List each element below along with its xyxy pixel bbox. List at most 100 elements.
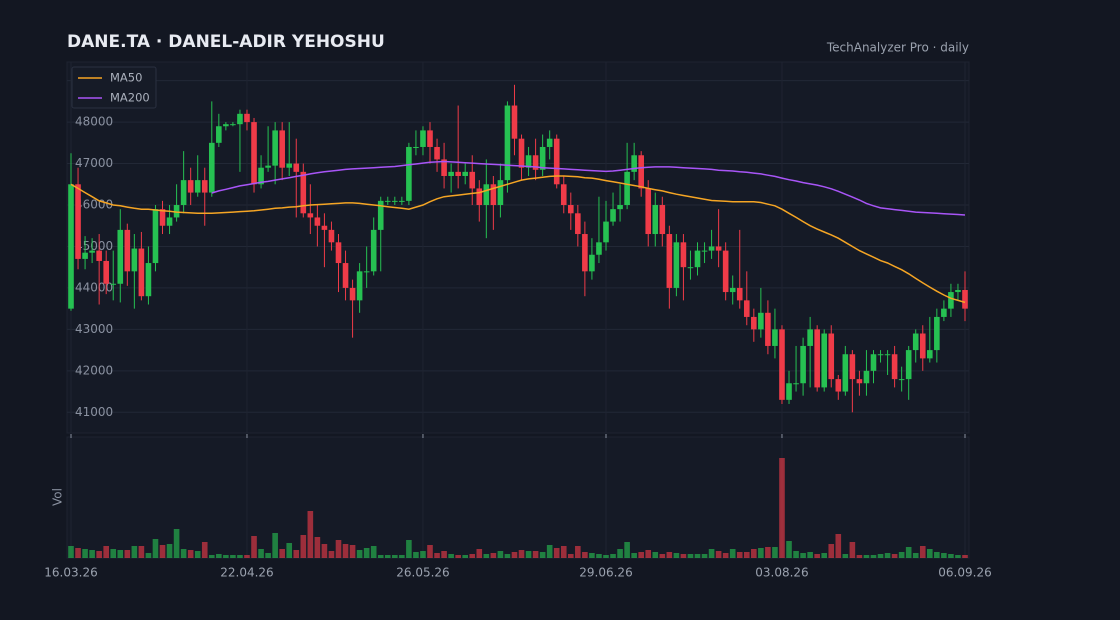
volume-bar: [835, 534, 842, 558]
volume-bar: [842, 554, 849, 558]
volume-bar: [708, 549, 715, 558]
legend-label: MA50: [110, 71, 142, 85]
volume-panel: [66, 436, 970, 559]
volume-bar: [82, 549, 88, 558]
volume-bar: [307, 511, 314, 558]
volume-bar: [455, 555, 461, 558]
candle-body: [589, 254, 595, 272]
volume-bar: [624, 542, 630, 558]
candle-body: [687, 267, 694, 269]
volume-bar: [265, 553, 271, 558]
ma-line: [211, 160, 966, 216]
volume-bar: [518, 550, 525, 558]
chart-subtitle: TechAnalyzer Pro · daily: [826, 41, 969, 55]
volume-bar: [68, 546, 74, 558]
volume-bar: [666, 552, 673, 558]
candle-body: [490, 184, 497, 206]
volume-bar: [110, 549, 117, 558]
y-tick-label: 45000: [75, 239, 113, 253]
candle-body: [469, 171, 476, 189]
candle-body: [504, 105, 511, 181]
candle-body: [208, 142, 215, 193]
volume-bar: [863, 555, 870, 558]
volume-bar: [694, 554, 701, 558]
candle-body: [166, 217, 173, 226]
volume-bar: [75, 548, 81, 558]
candle-body: [244, 113, 250, 123]
volume-bar: [800, 553, 806, 558]
candle-body: [103, 260, 109, 284]
candle-body: [955, 289, 961, 293]
candle-body: [912, 333, 919, 351]
candle-body: [223, 124, 229, 127]
volume-bar: [645, 550, 652, 558]
candle-body: [363, 271, 370, 273]
volume-bar: [779, 458, 785, 558]
candle-body: [145, 263, 152, 297]
candle-body: [511, 105, 518, 139]
volume-bar: [919, 546, 926, 558]
volume-bar: [335, 540, 342, 558]
candle-body: [765, 312, 771, 346]
volume-bar: [392, 555, 398, 558]
candle-body: [399, 200, 405, 202]
volume-bar: [673, 553, 680, 558]
volume-bar: [934, 552, 940, 558]
candle-body: [631, 155, 637, 172]
volume-bar: [377, 555, 384, 558]
candle-body: [779, 329, 785, 400]
candle-body: [272, 130, 278, 166]
volume-bar: [251, 536, 257, 558]
volume-bar: [532, 551, 539, 558]
candle-body: [201, 180, 208, 193]
candle-body: [124, 229, 131, 272]
volume-bar: [659, 554, 666, 558]
ma-lines: [70, 160, 966, 304]
candle-body: [328, 229, 335, 243]
candle-body: [736, 287, 743, 301]
candle-body: [743, 300, 750, 317]
candle-body: [216, 126, 222, 143]
candle-body: [314, 217, 321, 226]
candle-body: [96, 250, 102, 261]
volume-bar: [765, 547, 771, 558]
volume-bar: [370, 546, 377, 558]
candle-body: [567, 205, 574, 214]
candle-body: [377, 200, 384, 230]
candle-body: [905, 350, 912, 380]
volume-bar: [729, 549, 736, 558]
volume-bar: [617, 549, 623, 558]
candle-body: [483, 184, 490, 206]
candle-body: [448, 171, 454, 176]
volume-bar: [567, 554, 574, 558]
candle-body: [413, 146, 419, 148]
volume-bar: [427, 545, 433, 558]
volume-bar: [89, 550, 95, 558]
volume-bar: [511, 552, 518, 558]
candle-body: [821, 333, 828, 388]
chart-title: DANE.TA · DANEL-ADIR YEHOSHU: [67, 32, 385, 52]
candle-body: [751, 316, 757, 330]
candle-body: [384, 200, 391, 202]
volume-bar: [560, 546, 567, 558]
volume-bar: [546, 545, 553, 558]
y-tick-label: 42000: [75, 363, 113, 377]
volume-bar: [504, 554, 511, 558]
volume-bar: [96, 551, 102, 558]
volume-bar: [476, 549, 483, 558]
volume-bar: [828, 544, 835, 558]
volume-bar: [384, 555, 391, 558]
candle-body: [349, 287, 356, 301]
candle-body: [891, 354, 898, 380]
volume-bar: [525, 551, 532, 558]
volume-bar: [441, 551, 447, 558]
candle-body: [335, 242, 342, 264]
candle-body: [307, 213, 314, 218]
volume-bar: [230, 555, 236, 558]
volume-bar: [898, 552, 905, 558]
volume-bar: [103, 546, 109, 558]
volume-bar: [180, 549, 187, 558]
volume-bar: [194, 551, 201, 558]
volume-bar: [786, 541, 792, 558]
candle-body: [934, 316, 940, 351]
